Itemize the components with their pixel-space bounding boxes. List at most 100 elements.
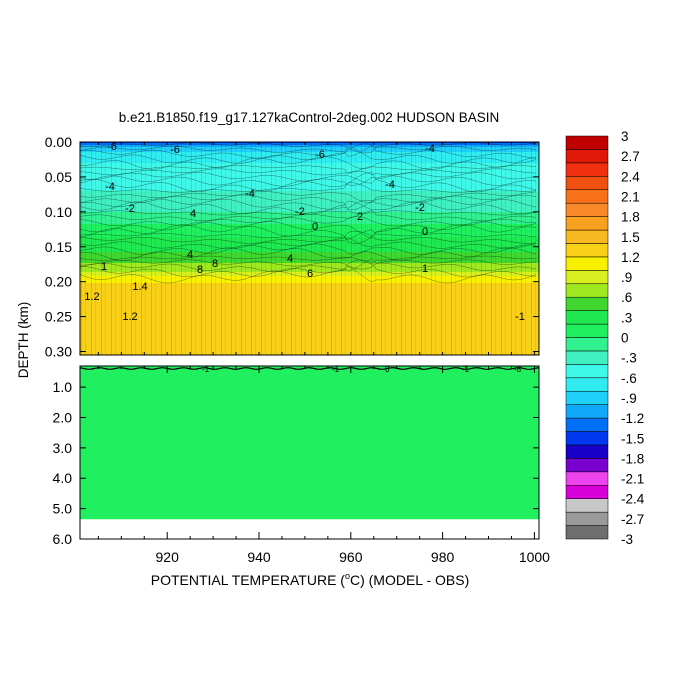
colorbar-label: 2.4 bbox=[621, 169, 640, 184]
contour-line bbox=[79, 168, 536, 176]
contour-line bbox=[80, 210, 537, 216]
contour-label: 0 bbox=[422, 226, 428, 238]
contour-label: -1 bbox=[515, 311, 525, 323]
colorbar-swatch bbox=[565, 229, 609, 244]
colorbar-label: 3 bbox=[621, 129, 629, 144]
contour-line bbox=[79, 156, 537, 170]
colorbar-swatch bbox=[565, 162, 609, 177]
colorbar-label: 0 bbox=[621, 331, 629, 346]
contour-line bbox=[79, 259, 536, 278]
lower-top-contour-line bbox=[79, 367, 540, 370]
upper-stripe-overlay bbox=[80, 142, 539, 355]
colorbar-label: .6 bbox=[621, 290, 632, 305]
colorbar-label: 2.1 bbox=[621, 189, 640, 204]
x-axis: 920 940 960 980 1000 bbox=[97, 366, 550, 565]
contour-line bbox=[79, 243, 537, 255]
colorbar-swatch bbox=[565, 417, 609, 432]
contour-label: 6 bbox=[307, 268, 313, 280]
y-tick-label: 0.10 bbox=[45, 204, 72, 220]
colorbar-label: -1.5 bbox=[621, 431, 644, 446]
contour-label: 4 bbox=[187, 249, 193, 261]
contour-line bbox=[79, 194, 537, 211]
colorbar-swatch bbox=[565, 216, 609, 231]
contour-label: 4 bbox=[190, 208, 196, 220]
y-tick-label: 6.0 bbox=[53, 531, 73, 547]
colorbar-swatch bbox=[565, 471, 609, 486]
contour-line bbox=[79, 182, 537, 193]
x-axis-label-degree: o bbox=[345, 571, 350, 581]
contour-line bbox=[79, 191, 537, 203]
y-tick-label: 0.30 bbox=[45, 344, 72, 360]
colorbar-swatch bbox=[565, 189, 609, 204]
contour-line bbox=[79, 143, 537, 159]
colorbar-label: -3 bbox=[621, 532, 633, 547]
colorbar-label: -1.8 bbox=[621, 451, 644, 466]
contour-line bbox=[79, 258, 537, 272]
chart-title: b.e21.B1850.f19_g17.127kaControl-2deg.00… bbox=[119, 110, 500, 125]
lower-panel: -1 -1 0 -1 -8 1.0 2.0 3.0 4.0 5.0 6.0 920 940 960 98… bbox=[53, 365, 551, 565]
colorbar-swatch bbox=[565, 270, 609, 285]
contour-label: 2 bbox=[357, 211, 363, 223]
colorbar-swatch bbox=[565, 364, 609, 379]
contour-line bbox=[79, 231, 537, 244]
contour-label: -4 bbox=[245, 188, 255, 200]
contour-line bbox=[79, 221, 537, 239]
contour-line bbox=[79, 145, 537, 157]
x-tick-label: 1000 bbox=[519, 549, 550, 565]
colorbar-label: -1.2 bbox=[621, 411, 644, 426]
contour-line bbox=[79, 255, 537, 265]
colorbar-label: -2.1 bbox=[621, 472, 644, 487]
colorbar-swatch bbox=[565, 377, 609, 392]
colorbar-swatch bbox=[565, 243, 609, 258]
y-tick-label: 0.05 bbox=[45, 169, 72, 185]
colorbar-swatch bbox=[565, 485, 609, 499]
contour-label: 1.4 bbox=[132, 281, 147, 293]
y-axis-label: DEPTH (km) bbox=[16, 302, 31, 379]
x-tick-label: 980 bbox=[431, 549, 455, 565]
colorbar-label: .3 bbox=[621, 310, 632, 325]
contour-label: -6 bbox=[107, 141, 117, 153]
colorbar-label: -.9 bbox=[621, 391, 637, 406]
colorbar-swatch bbox=[565, 149, 609, 164]
colorbar-swatch bbox=[565, 404, 609, 419]
colorbar-label: -2.7 bbox=[621, 512, 644, 527]
lower-contour-labels: -1 -1 0 -1 -8 bbox=[202, 365, 522, 374]
contour-label: 1.2 bbox=[84, 291, 99, 303]
colorbar-label: 1.5 bbox=[621, 230, 640, 245]
upper-x-minor-ticks bbox=[97, 142, 535, 355]
x-tick-label: 960 bbox=[339, 549, 363, 565]
contour-line bbox=[79, 247, 537, 261]
contour-label: 1 bbox=[101, 261, 107, 273]
contour-line bbox=[80, 259, 537, 270]
contour-line bbox=[79, 216, 537, 227]
y-tick-label: 5.0 bbox=[53, 501, 73, 517]
colorbar-swatch bbox=[565, 323, 609, 338]
colorbar-swatch bbox=[565, 444, 609, 459]
colorbar-label: -.3 bbox=[621, 351, 637, 366]
y-tick-label: 1.0 bbox=[53, 379, 73, 395]
contour-label: -6 bbox=[170, 144, 180, 156]
lower-y-axis: 1.0 2.0 3.0 4.0 5.0 6.0 bbox=[53, 379, 539, 547]
colorbar-label: 1.8 bbox=[621, 210, 640, 225]
colorbar-swatch bbox=[565, 350, 609, 365]
upper-contour-lines bbox=[79, 142, 537, 284]
x-tick-label: 920 bbox=[156, 549, 180, 565]
contour-label: -1 bbox=[332, 365, 340, 374]
contour-line bbox=[79, 210, 537, 221]
colorbar-swatch bbox=[565, 337, 609, 352]
x-axis-label-suffix: C) (MODEL - OBS) bbox=[350, 572, 469, 588]
contour-label: -4 bbox=[105, 181, 115, 193]
y-tick-label: 0.15 bbox=[45, 239, 72, 255]
colorbar-swatch bbox=[565, 511, 609, 526]
contour-label: -8 bbox=[514, 365, 522, 374]
upper-panel-frame bbox=[79, 141, 540, 356]
contour-line bbox=[79, 198, 537, 210]
colorbar-swatch bbox=[565, 256, 609, 271]
lower-panel-frame bbox=[79, 365, 540, 540]
colorbar-label: -2.4 bbox=[621, 492, 645, 507]
colorbar-label: -.6 bbox=[621, 371, 637, 386]
contour-label: -1 bbox=[202, 365, 210, 374]
